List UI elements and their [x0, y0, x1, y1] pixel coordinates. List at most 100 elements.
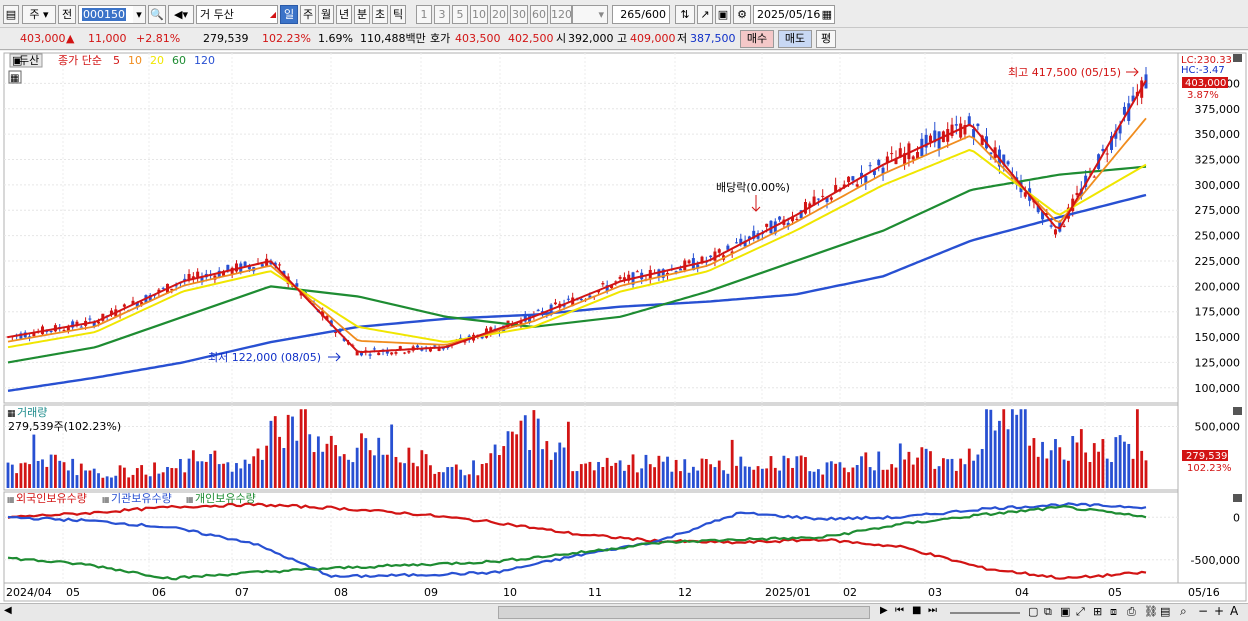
save-icon[interactable]: ▣ — [715, 5, 731, 24]
interval-button-5[interactable]: 5 — [452, 5, 468, 24]
draw-tool-icon[interactable]: ↗ — [697, 5, 713, 24]
scroll-thumb[interactable] — [498, 606, 870, 619]
panel-toggle-icon[interactable] — [8, 70, 22, 84]
volume-bar — [1015, 414, 1019, 488]
candle-body — [355, 351, 359, 356]
tile-icon[interactable]: ⊞ — [1093, 605, 1103, 618]
volume-bar — [618, 460, 622, 488]
candle-body — [937, 131, 941, 149]
interval-button-3[interactable]: 3 — [434, 5, 450, 24]
search-zoom-icon[interactable]: ⌕ — [1180, 604, 1187, 618]
forward-icon[interactable]: ⏭ — [928, 605, 937, 616]
scroll-right-icon[interactable]: ▶ — [880, 605, 888, 616]
period-tab-0[interactable]: 일 — [280, 5, 298, 24]
gear-icon[interactable]: ⚙ — [733, 5, 751, 24]
interval-button-120[interactable]: 120 — [550, 5, 572, 24]
table-icon[interactable]: ▤ — [1160, 605, 1171, 618]
stock-tag[interactable] — [9, 53, 43, 68]
stock-code-input[interactable]: 000150 — [78, 5, 146, 24]
volume-bar — [704, 459, 708, 488]
volume-bar — [187, 458, 191, 488]
search-icon[interactable]: 🔍 — [148, 5, 166, 24]
zoom-slider[interactable] — [950, 612, 1020, 614]
price-panel[interactable] — [3, 52, 1179, 404]
volume-bar — [256, 448, 260, 488]
copy-icon[interactable]: ⧉ — [1044, 605, 1052, 618]
holdings-panel[interactable] — [3, 491, 1179, 584]
period-tab-5[interactable]: 초 — [372, 5, 388, 24]
volume-close-icon[interactable] — [1233, 407, 1242, 415]
x-tick-0: 2024/04 — [6, 586, 52, 599]
candle-body — [769, 220, 773, 234]
interval-button-1[interactable]: 1 — [416, 5, 432, 24]
volume-bar — [1036, 456, 1040, 488]
interval-button-60[interactable]: 60 — [530, 5, 548, 24]
stock-name-field[interactable]: 거 두산 ◢ — [196, 5, 278, 24]
link-icon[interactable]: ⛓ — [1144, 605, 1158, 618]
volume-bar — [429, 465, 432, 488]
volume-bar — [316, 436, 320, 488]
price-close-icon[interactable] — [1233, 54, 1242, 62]
indicator-icon[interactable]: ⇅ — [675, 5, 695, 24]
volume-bar — [700, 458, 704, 488]
period-tab-3[interactable]: 년 — [336, 5, 352, 24]
scroll-left-icon[interactable]: ◀ — [4, 605, 12, 616]
y-tick-8: 300,000 — [1195, 179, 1241, 192]
market-select[interactable]: 주 ▾ — [22, 5, 56, 24]
count-input[interactable]: 265/600 — [612, 5, 670, 24]
volume-bar — [610, 465, 613, 488]
rewind-icon[interactable]: ⏮ — [895, 605, 904, 616]
volume-bar — [1088, 461, 1092, 488]
sell-button[interactable]: 매도 — [778, 30, 812, 48]
candle-body — [325, 316, 329, 321]
window-menu-icon[interactable]: ▤ — [3, 5, 19, 24]
candle-body — [614, 281, 618, 283]
prev-button[interactable]: 전 — [58, 5, 76, 24]
blank-dropdown[interactable]: ▾ — [572, 5, 608, 24]
cascade-icon[interactable]: ⧈ — [1110, 605, 1117, 618]
volume-bar — [558, 442, 562, 488]
expand-icon[interactable]: ⤢ — [1076, 605, 1085, 618]
candle-body — [428, 348, 432, 352]
candle-body — [622, 277, 626, 280]
zoom-out-icon[interactable]: − — [1198, 604, 1209, 618]
low-annotation: 최저 122,000 (08/05) — [208, 351, 321, 364]
horizontal-scrollbar[interactable]: ◀ ▶ ⏮ ■ ⏭ ▢ ⧉ ▣ ⤢ ⊞ ⧈ ⎙ ⛓ ▤ ⌕ − + A — [0, 603, 1248, 621]
volume-bar — [209, 454, 212, 488]
avg-button[interactable]: 평 — [816, 30, 836, 48]
volume-bar — [204, 461, 208, 488]
volume-bar — [183, 472, 187, 488]
stop-icon[interactable]: ■ — [912, 605, 922, 616]
volume-bar — [127, 477, 131, 488]
print-icon[interactable]: ⎙ — [1127, 605, 1136, 618]
volume-bar — [385, 454, 389, 488]
chart-area[interactable]: 100,000 125,000 150,000 175,000 200,000 225,0… — [0, 51, 1248, 604]
date-input[interactable]: 2025/05/16 ▦ — [753, 5, 835, 24]
volume-bar — [1135, 409, 1139, 488]
buy-button[interactable]: 매수 — [740, 30, 774, 48]
holdings-close-icon[interactable] — [1233, 494, 1242, 502]
interval-button-20[interactable]: 20 — [490, 5, 508, 24]
candle-body — [243, 261, 247, 266]
interval-button-10[interactable]: 10 — [470, 5, 488, 24]
period-tab-2[interactable]: 월 — [318, 5, 334, 24]
candle-body — [359, 351, 363, 356]
period-tab-4[interactable]: 분 — [354, 5, 370, 24]
calendar-icon[interactable]: ▦ — [821, 8, 832, 21]
high-label: 고 — [617, 32, 628, 45]
ma-label: 종가 단순 — [58, 54, 102, 67]
volume-bar — [791, 467, 794, 488]
font-size-icon[interactable]: A — [1230, 604, 1239, 618]
zoom-in-icon[interactable]: + — [1214, 604, 1225, 618]
volume-bar — [597, 461, 600, 488]
chart-svg[interactable]: 100,000 125,000 150,000 175,000 200,000 225,0… — [0, 51, 1248, 604]
speaker-icon[interactable]: ◀▾ — [168, 5, 194, 24]
period-tab-6[interactable]: 틱 — [390, 5, 406, 24]
interval-button-30[interactable]: 30 — [510, 5, 528, 24]
volume-bar — [799, 455, 803, 488]
volume-bar — [666, 456, 669, 488]
window-icon[interactable]: ▣ — [1060, 605, 1071, 618]
code-dropdown-icon[interactable]: ▾ — [133, 5, 146, 24]
layout-icon[interactable]: ▢ — [1028, 605, 1039, 618]
period-tab-1[interactable]: 주 — [300, 5, 316, 24]
